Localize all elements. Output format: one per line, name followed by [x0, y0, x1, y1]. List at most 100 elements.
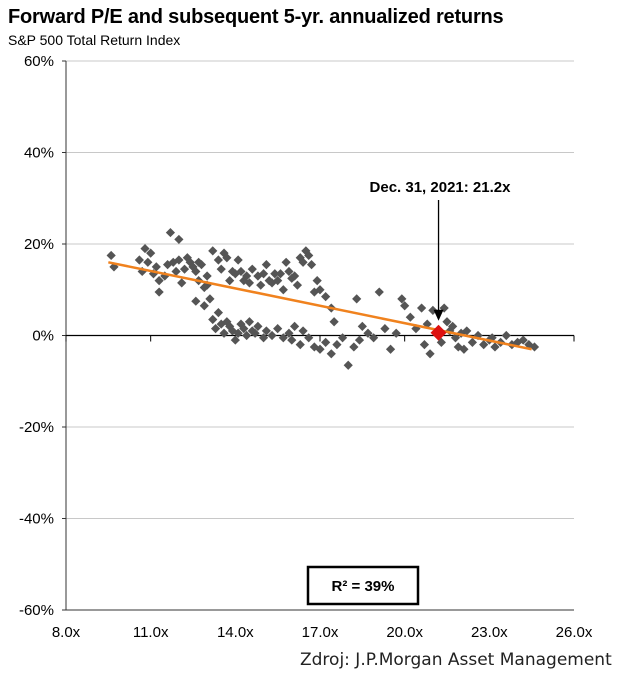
data-point: [230, 335, 240, 345]
data-point: [233, 255, 243, 265]
data-point: [332, 340, 342, 350]
chart-subtitle: S&P 500 Total Return Index: [8, 32, 181, 48]
data-point: [456, 328, 466, 338]
highlight-point: [430, 324, 447, 341]
data-point: [304, 333, 314, 343]
data-point: [253, 321, 263, 331]
data-point: [199, 282, 209, 293]
data-point: [196, 259, 207, 270]
data-point: [261, 259, 271, 270]
data-point: [208, 246, 218, 256]
data-point: [267, 330, 277, 341]
data-point: [450, 333, 461, 343]
data-point: [397, 294, 407, 304]
data-point: [278, 285, 288, 295]
data-point: [385, 344, 396, 354]
data-point: [304, 250, 314, 261]
data-point: [191, 266, 201, 277]
data-point: [363, 328, 373, 338]
x-tick-label: 11.0x: [133, 624, 169, 641]
y-tick-label: 40%: [24, 145, 54, 162]
data-point: [436, 337, 446, 347]
annotation-arrowhead: [433, 309, 444, 321]
data-point: [352, 294, 362, 304]
x-tick-label: 23.0x: [471, 624, 508, 641]
data-point: [442, 317, 452, 327]
data-point: [354, 335, 365, 345]
data-point: [312, 276, 322, 286]
data-point: [137, 266, 147, 277]
data-point: [205, 294, 215, 304]
data-point: [208, 314, 218, 325]
data-point: [459, 344, 469, 354]
data-point: [151, 262, 161, 272]
data-point: [284, 328, 294, 338]
data-point: [405, 312, 415, 322]
data-point: [171, 266, 181, 277]
data-point: [185, 257, 195, 267]
data-point: [479, 340, 489, 350]
data-point: [154, 287, 164, 297]
data-point: [270, 269, 280, 279]
data-point: [236, 266, 246, 277]
data-point: [239, 276, 249, 286]
data-point: [425, 349, 435, 359]
data-point: [337, 333, 348, 343]
data-point: [163, 259, 173, 270]
data-point: [329, 317, 339, 327]
data-point: [261, 326, 271, 336]
data-point: [222, 253, 232, 263]
data-point: [174, 255, 184, 265]
data-point: [490, 342, 500, 352]
data-point: [315, 285, 325, 295]
data-point: [349, 342, 359, 352]
data-point: [487, 333, 497, 343]
data-point: [179, 264, 190, 274]
data-point: [264, 276, 274, 286]
data-point: [417, 303, 427, 313]
data-point: [321, 337, 331, 347]
trendline: [108, 261, 532, 351]
data-point: [242, 330, 252, 341]
data-point: [222, 317, 232, 327]
data-point: [210, 324, 221, 334]
data-point: [250, 328, 260, 338]
data-point: [439, 303, 449, 313]
data-point: [194, 257, 204, 267]
data-point: [462, 326, 472, 336]
data-point: [309, 287, 319, 297]
y-tick-label: -40%: [19, 511, 54, 528]
data-point: [512, 337, 523, 347]
data-point: [244, 278, 255, 288]
data-point: [140, 243, 150, 254]
data-point: [225, 276, 235, 286]
data-point: [326, 349, 336, 359]
x-tick-label: 20.0x: [386, 624, 423, 641]
data-point: [315, 344, 325, 354]
y-tick-label: 60%: [24, 53, 54, 70]
data-point: [501, 330, 511, 341]
data-point: [301, 246, 311, 256]
data-point: [146, 248, 156, 258]
data-point: [281, 257, 291, 267]
x-tick-label: 8.0x: [52, 624, 81, 641]
data-point: [160, 271, 170, 281]
r-squared-label: R² = 39%: [332, 578, 395, 595]
data-point: [256, 280, 266, 290]
data-point: [213, 308, 223, 318]
data-point: [247, 326, 257, 336]
data-point: [518, 335, 528, 345]
data-point: [258, 269, 269, 279]
data-point: [295, 340, 305, 350]
data-point: [298, 257, 308, 267]
data-point: [343, 360, 353, 370]
data-point: [284, 266, 294, 277]
x-tick-label: 17.0x: [302, 624, 339, 641]
data-point: [244, 317, 255, 327]
r-squared-box: [306, 565, 420, 606]
data-point: [298, 326, 308, 336]
data-point: [524, 340, 534, 350]
data-point: [191, 296, 201, 306]
data-point: [369, 333, 379, 343]
